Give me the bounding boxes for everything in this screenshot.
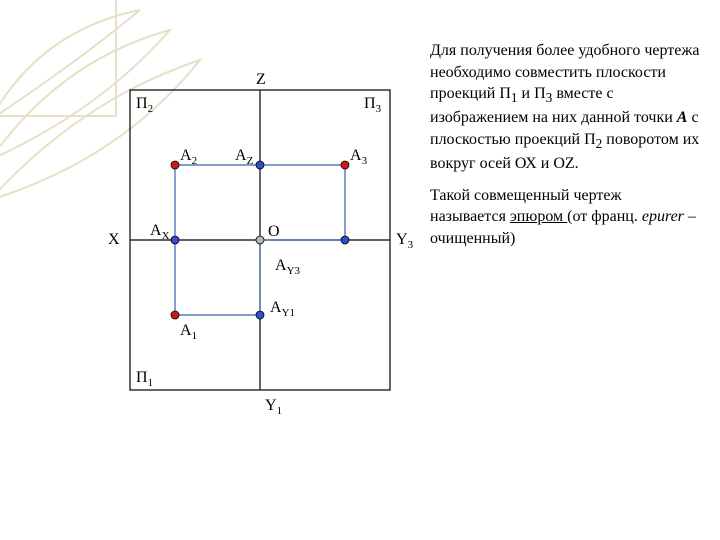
svg-text:Z: Z [256, 71, 266, 88]
svg-text:П1: П1 [136, 369, 153, 389]
explanatory-text: Для получения более удобного чертежа нео… [430, 40, 700, 260]
svg-text:Y3: Y3 [396, 231, 414, 251]
paragraph-2: Такой совмещенный чертеж называется эпюр… [430, 185, 700, 250]
svg-text:Y1: Y1 [265, 397, 282, 417]
svg-text:АY1: АY1 [270, 299, 295, 319]
svg-text:АX: АX [150, 222, 170, 242]
slide: Z X O Y3 Y1 П2 П3 П1 А2 АZ А3 АX АY3 А1 АY1 Для получе… [0, 0, 720, 540]
svg-text:O: O [268, 223, 280, 240]
svg-text:А3: А3 [350, 147, 368, 167]
svg-text:П2: П2 [136, 95, 153, 115]
paragraph-1: Для получения более удобного чертежа нео… [430, 40, 700, 175]
svg-text:X: X [108, 231, 120, 248]
svg-text:А1: А1 [180, 322, 197, 342]
svg-text:АY3: АY3 [275, 257, 301, 277]
svg-text:АZ: АZ [235, 147, 254, 167]
svg-text:А2: А2 [180, 147, 197, 167]
epure-diagram: ZXOY3Y1П2П3П1А2АZА3АXАY3А1АY1 [100, 60, 410, 440]
svg-text:П3: П3 [364, 95, 382, 115]
